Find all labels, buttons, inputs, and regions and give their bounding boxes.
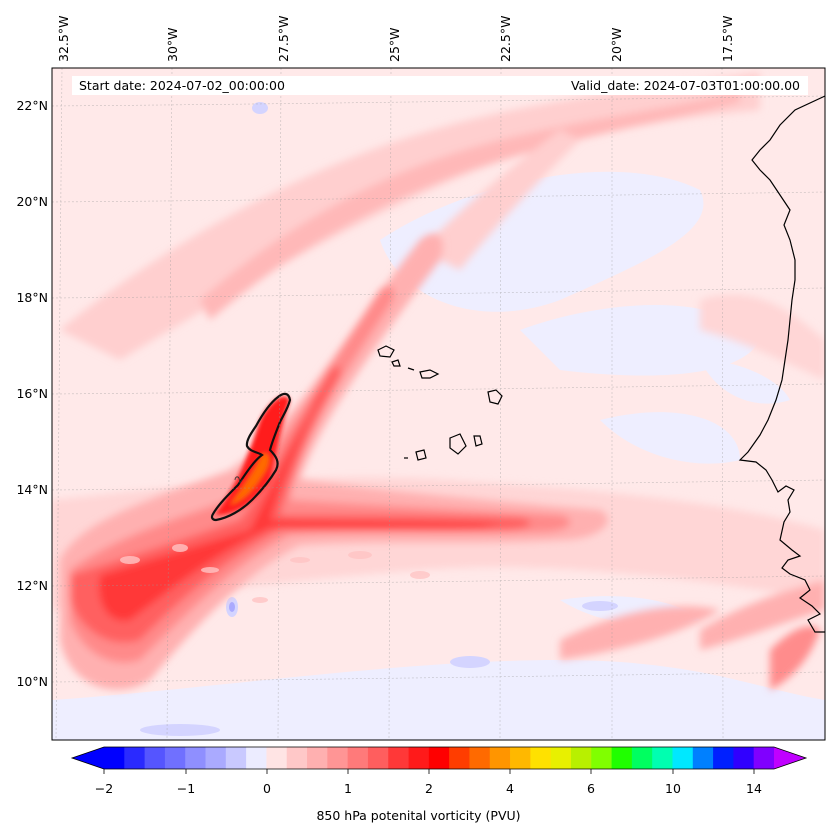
lat-label-12n: 12°N	[16, 578, 48, 593]
lon-label-30w: 30°W	[165, 27, 180, 62]
colorbar-under-arrow	[72, 747, 104, 769]
colorbar-over-arrow	[774, 747, 806, 769]
colorbar-cell	[185, 747, 206, 769]
colorbar-tick-label: 1	[344, 781, 352, 796]
lat-label-20n: 20°N	[16, 194, 48, 209]
colorbar	[70, 746, 808, 774]
colorbar-cell	[631, 747, 653, 769]
colorbar-tick-label: 6	[587, 781, 595, 796]
lat-label-10n: 10°N	[16, 674, 48, 689]
colorbar-tick-label: 0	[263, 781, 271, 796]
colorbar-cell	[489, 747, 511, 769]
colorbar-cell	[449, 747, 470, 769]
lat-label-18n: 18°N	[16, 290, 48, 305]
colorbar-cell	[205, 747, 227, 769]
map-frame	[51, 67, 826, 741]
colorbar-title: 850 hPa potenital vorticity (PVU)	[316, 808, 521, 823]
colorbar-cell	[510, 747, 531, 769]
colorbar-cell	[144, 747, 166, 769]
colorbar-cell	[164, 747, 186, 769]
colorbar-cell	[692, 747, 714, 769]
lon-label-32-5w: 32.5°W	[56, 15, 71, 62]
colorbar-cell	[733, 747, 755, 769]
lon-label-27-5w: 27.5°W	[276, 15, 291, 62]
colorbar-tick-label: 4	[506, 781, 514, 796]
colorbar-cell	[307, 747, 328, 769]
colorbar-cell	[652, 747, 673, 769]
lat-label-14n: 14°N	[16, 482, 48, 497]
colorbar-cell	[408, 747, 430, 769]
colorbar-tick-label: −1	[176, 781, 196, 796]
lat-label-16n: 16°N	[16, 386, 48, 401]
colorbar-cell	[591, 747, 612, 769]
colorbar-cell	[570, 747, 592, 769]
cape-verde-islands	[377, 345, 503, 461]
colorbar-cell	[672, 747, 694, 769]
pv-core	[215, 396, 290, 515]
west-africa-coastline	[738, 95, 825, 633]
lat-label-22n: 22°N	[16, 98, 48, 113]
lon-label-20w: 20°W	[609, 27, 624, 62]
lon-label-22-5w: 22.5°W	[498, 15, 513, 62]
pv-2-contour	[210, 392, 292, 522]
colorbar-tick-label: 2	[425, 781, 433, 796]
colorbar-cell	[347, 747, 369, 769]
start-date-text: Start date: 2024-07-02_00:00:00	[79, 78, 285, 93]
colorbar-cell	[124, 747, 145, 769]
colorbar-cell	[469, 747, 491, 769]
colorbar-cell	[286, 747, 308, 769]
colorbar-cell	[367, 747, 389, 769]
colorbar-cell	[266, 747, 288, 769]
colorbar-cell	[388, 747, 409, 769]
pv-speckle	[120, 544, 430, 603]
colorbar-cell	[327, 747, 349, 769]
colorbar-tick-label: 14	[746, 781, 762, 796]
date-strip: Start date: 2024-07-02_00:00:00 Valid_da…	[72, 76, 808, 95]
colorbar-cell	[428, 747, 450, 769]
lon-label-17-5w: 17.5°W	[720, 15, 735, 62]
colorbar-cell	[611, 747, 633, 769]
colorbar-cell	[246, 747, 267, 769]
colorbar-cell	[225, 747, 247, 769]
pv-streamer	[60, 234, 608, 690]
colorbar-cell	[713, 747, 734, 769]
colorbar-cell	[550, 747, 572, 769]
colorbar-cell	[104, 747, 125, 769]
graticule	[52, 68, 825, 740]
colorbar-tick-label: 10	[665, 781, 681, 796]
colorbar-tick-label: −2	[94, 781, 114, 796]
valid-date-text: Valid_date: 2024-07-03T01:00:00.00	[570, 78, 800, 93]
colorbar-cell	[753, 747, 775, 769]
colorbar-cell	[530, 747, 552, 769]
lon-label-25w: 25°W	[387, 27, 402, 62]
contour-label: 2	[233, 474, 246, 485]
pv-field: 2	[52, 68, 825, 740]
